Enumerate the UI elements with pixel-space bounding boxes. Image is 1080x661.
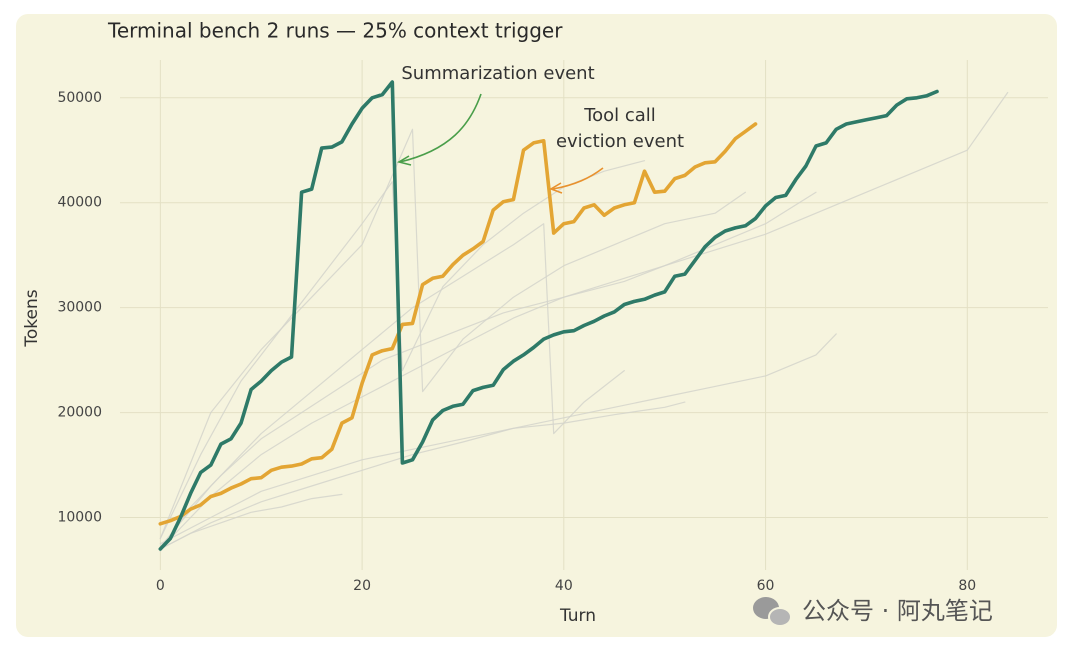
annotation: Summarization event <box>401 63 594 84</box>
y-tick-label: 30000 <box>57 300 102 316</box>
background-line <box>159 91 1009 550</box>
x-tick-label: 60 <box>757 578 775 594</box>
x-tick-label: 80 <box>958 578 976 594</box>
annotation: Tool call <box>583 105 656 126</box>
watermark: 公众号 · 阿丸笔记 <box>802 597 993 625</box>
y-tick-label: 40000 <box>57 195 102 211</box>
background-line <box>159 128 746 540</box>
highlight-line <box>158 122 758 526</box>
background-line <box>159 333 837 550</box>
background-line <box>159 223 625 548</box>
watermark-icon <box>753 597 792 627</box>
x-tick-label: 20 <box>353 578 371 594</box>
y-tick-label: 50000 <box>57 90 102 106</box>
annotation-arrowhead <box>396 155 412 166</box>
y-axis-label: Tokens <box>22 289 42 347</box>
card-background <box>16 14 1057 637</box>
highlight-line <box>158 80 939 551</box>
background-line <box>159 493 343 550</box>
grid-layer <box>120 60 1048 570</box>
annotation-arrow <box>552 167 604 190</box>
x-tick-label: 0 <box>156 578 165 594</box>
annotation-arrow <box>399 93 482 163</box>
chart-title: Terminal bench 2 runs — 25% context trig… <box>107 19 563 43</box>
y-tick-label: 20000 <box>57 405 102 421</box>
x-axis-label: Turn <box>559 606 596 626</box>
y-tick-label: 10000 <box>57 510 102 526</box>
annotation: eviction event <box>556 131 684 152</box>
x-tick-label: 40 <box>555 578 573 594</box>
background-line <box>159 191 817 552</box>
annotation-arrowhead <box>549 182 563 194</box>
background-line <box>159 401 686 545</box>
